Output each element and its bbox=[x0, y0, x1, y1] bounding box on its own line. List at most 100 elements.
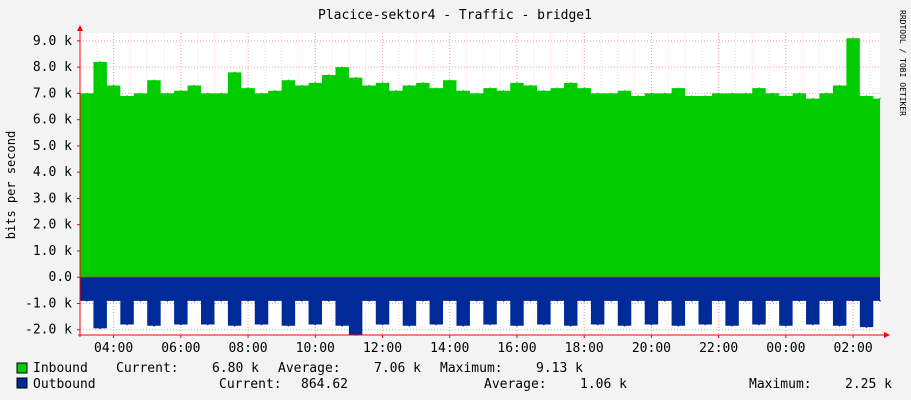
data-point-inbound bbox=[798, 92, 801, 95]
data-point-outbound bbox=[583, 300, 586, 302]
legend-maximum-label-inbound: Maximum: bbox=[440, 361, 503, 376]
x-tick-label: 10:00 bbox=[296, 341, 335, 356]
series-areas bbox=[80, 37, 881, 336]
data-point-outbound bbox=[731, 325, 733, 327]
data-point-outbound bbox=[435, 323, 438, 326]
y-tick-label: 4.0 k bbox=[33, 165, 72, 180]
data-point-inbound bbox=[744, 92, 747, 95]
data-point-inbound bbox=[408, 84, 411, 87]
data-point-inbound bbox=[301, 84, 303, 87]
data-point-inbound bbox=[381, 82, 384, 84]
data-point-outbound bbox=[811, 323, 814, 326]
data-point-outbound bbox=[422, 300, 424, 302]
data-point-inbound bbox=[758, 87, 760, 89]
data-point-outbound bbox=[287, 325, 290, 327]
data-point-inbound bbox=[489, 87, 491, 89]
data-point-outbound bbox=[838, 325, 841, 327]
data-point-outbound bbox=[126, 323, 128, 326]
data-point-inbound bbox=[354, 76, 357, 79]
data-point-inbound bbox=[112, 84, 115, 87]
data-point-outbound bbox=[879, 300, 881, 302]
data-point-inbound bbox=[85, 92, 88, 95]
data-point-outbound bbox=[798, 300, 801, 302]
y-tick-label: 2.0 k bbox=[33, 218, 72, 233]
x-tick-label: 02:00 bbox=[834, 341, 873, 356]
data-point-outbound bbox=[623, 325, 626, 327]
legend-label-outbound: Outbound bbox=[33, 377, 96, 392]
data-point-outbound bbox=[153, 325, 155, 327]
legend-current-inbound: 6.80 k bbox=[212, 361, 259, 376]
data-point-outbound bbox=[247, 300, 249, 302]
data-point-outbound bbox=[704, 323, 707, 326]
data-point-inbound bbox=[166, 92, 169, 95]
x-tick-label: 16:00 bbox=[497, 341, 536, 356]
data-point-outbound bbox=[233, 325, 236, 327]
data-point-inbound bbox=[368, 84, 370, 87]
x-tick-label: 20:00 bbox=[632, 341, 671, 356]
data-point-inbound bbox=[838, 84, 841, 87]
data-point-inbound bbox=[543, 89, 545, 92]
y-tick-label: 1.0 k bbox=[33, 244, 72, 259]
legend-maximum-inbound: 9.13 k bbox=[536, 361, 583, 376]
data-point-inbound bbox=[637, 95, 639, 97]
legend-swatch-inbound bbox=[16, 362, 28, 374]
data-point-outbound bbox=[717, 300, 720, 302]
data-point-inbound bbox=[153, 79, 155, 82]
data-point-inbound bbox=[771, 92, 774, 95]
data-point-outbound bbox=[543, 323, 545, 326]
y-tick-label: -2.0 k bbox=[25, 323, 72, 338]
data-point-outbound bbox=[85, 300, 88, 302]
data-point-inbound bbox=[314, 82, 317, 84]
data-point-inbound bbox=[287, 79, 290, 82]
data-point-outbound bbox=[408, 325, 411, 327]
y-tick-label: 8.0 k bbox=[33, 60, 72, 75]
data-point-outbound bbox=[301, 300, 303, 302]
x-tick-label: 06:00 bbox=[161, 341, 200, 356]
y-axis-label: bits per second bbox=[4, 131, 18, 239]
data-point-outbound bbox=[381, 323, 384, 326]
data-point-inbound bbox=[260, 92, 263, 95]
data-point-outbound bbox=[677, 325, 680, 327]
data-point-outbound bbox=[395, 300, 397, 302]
legend-average-outbound: 1.06 k bbox=[580, 377, 627, 392]
data-point-outbound bbox=[610, 300, 612, 302]
data-point-outbound bbox=[556, 300, 559, 302]
data-point-outbound bbox=[771, 300, 774, 302]
x-tick-label: 04:00 bbox=[94, 341, 133, 356]
x-tick-labels: 04:00 06:00 08:00 10:00 12:00 14:00 16:00 18:00… bbox=[94, 341, 873, 356]
data-point-outbound bbox=[637, 300, 639, 302]
data-point-inbound bbox=[811, 97, 814, 100]
legend-swatch-outbound bbox=[16, 377, 28, 389]
data-point-outbound bbox=[529, 300, 532, 302]
data-point-inbound bbox=[327, 74, 330, 76]
data-point-inbound bbox=[677, 87, 680, 89]
data-point-inbound bbox=[395, 89, 397, 92]
data-point-inbound bbox=[529, 84, 532, 87]
chart-title: Placice-sektor4 - Traffic - bridge1 bbox=[318, 8, 592, 23]
data-point-inbound bbox=[825, 92, 828, 95]
data-point-outbound bbox=[220, 300, 222, 302]
data-point-outbound bbox=[865, 326, 868, 328]
legend-average-label-outbound: Average: bbox=[484, 377, 547, 392]
x-tick-label: 14:00 bbox=[430, 341, 469, 356]
legend: Inbound Current: 6.80 k Average: 7.06 k … bbox=[16, 361, 892, 392]
data-point-outbound bbox=[327, 300, 330, 302]
data-point-inbound bbox=[664, 92, 666, 95]
data-point-inbound bbox=[193, 84, 196, 87]
data-point-inbound bbox=[623, 89, 626, 92]
data-point-inbound bbox=[206, 92, 209, 95]
data-point-outbound bbox=[825, 300, 828, 302]
data-point-inbound bbox=[852, 37, 854, 40]
legend-maximum-outbound: 2.25 k bbox=[845, 377, 892, 392]
data-point-outbound bbox=[260, 323, 263, 326]
data-point-inbound bbox=[448, 79, 451, 82]
data-point-outbound bbox=[489, 323, 491, 326]
y-tick-label: 7.0 k bbox=[33, 86, 72, 101]
data-point-inbound bbox=[879, 97, 881, 100]
data-point-outbound bbox=[166, 300, 169, 302]
x-tick-label: 08:00 bbox=[228, 341, 267, 356]
data-point-outbound bbox=[650, 323, 653, 326]
data-point-outbound bbox=[569, 325, 572, 327]
legend-current-label-outbound: Current: bbox=[219, 377, 282, 392]
series-area-outbound bbox=[80, 277, 880, 335]
